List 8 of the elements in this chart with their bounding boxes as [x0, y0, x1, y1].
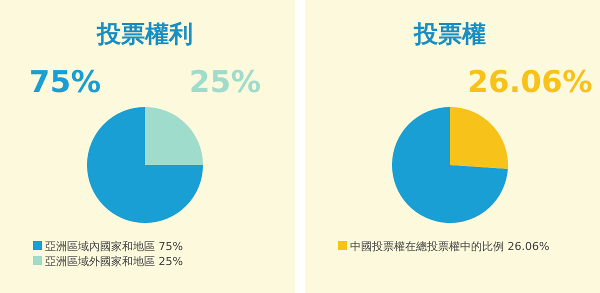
legend-label: 亞洲區域外國家和地區 25%	[45, 255, 183, 268]
data-label: 75%	[29, 65, 101, 100]
chart-title: 投票權利	[96, 20, 193, 48]
chart-title: 投票權	[413, 20, 486, 48]
legend-label: 中國投票權在總投票權中的比例 26.06%	[350, 240, 550, 253]
data-label: 25%	[189, 65, 261, 100]
legend-label: 亞洲區域內國家和地區 75%	[45, 240, 183, 253]
data-label: 26.06%	[468, 65, 592, 100]
